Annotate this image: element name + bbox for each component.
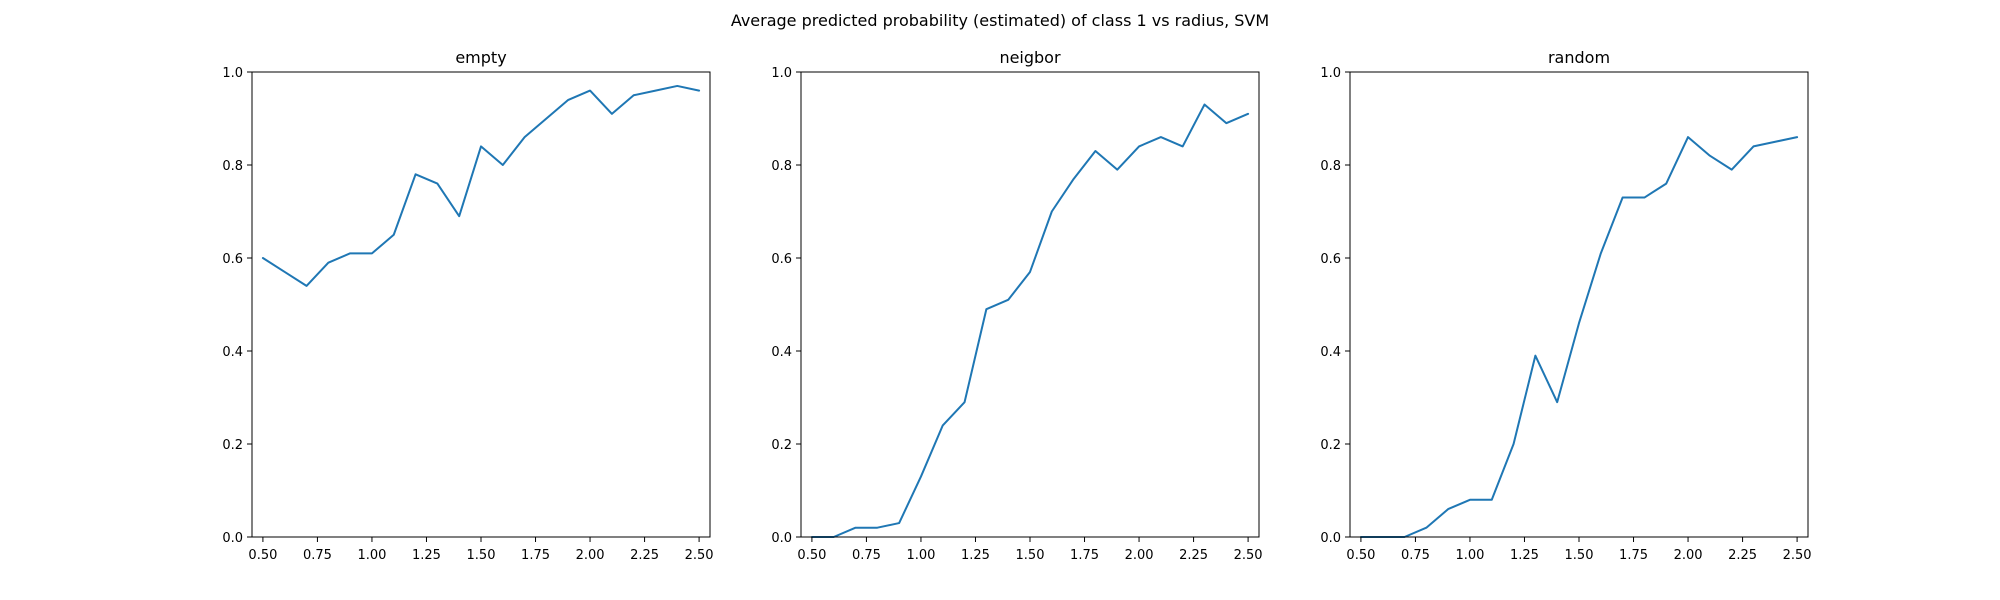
subplot-title: empty bbox=[455, 48, 506, 67]
series-line bbox=[1359, 136, 1799, 538]
y-tick-label: 0.4 bbox=[1320, 345, 1341, 360]
y-tick-label: 0.6 bbox=[1320, 252, 1341, 267]
x-tick-label: 2.50 bbox=[1234, 548, 1263, 563]
y-tick-label: 0.4 bbox=[222, 345, 243, 360]
x-tick-label: 1.50 bbox=[467, 548, 496, 563]
x-tick-label: 2.25 bbox=[1179, 548, 1208, 563]
y-tick-label: 1.0 bbox=[222, 66, 243, 81]
subplots-container: empty 0.50 0.75 1.00 1.25 1.50 1.75 2.00 2.25 2.5… bbox=[222, 48, 1811, 563]
x-tick-label: 2.50 bbox=[1783, 548, 1812, 563]
subplot-3: random 0.50 0.75 1.00 1.25 1.50 1.75 2.00 2.25 2.… bbox=[1320, 48, 1811, 563]
x-tick-label: 1.25 bbox=[1510, 548, 1539, 563]
y-tick-label: 0.0 bbox=[771, 531, 792, 546]
y-tick-label: 0.4 bbox=[771, 345, 792, 360]
subplot-2: neigbor 0.50 0.75 1.00 1.25 1.50 1.75 2.00 2.25 2… bbox=[771, 48, 1262, 563]
series-line bbox=[810, 103, 1250, 538]
x-tick-label: 1.50 bbox=[1565, 548, 1594, 563]
x-tick-label: 0.50 bbox=[797, 548, 826, 563]
x-tick-label: 2.00 bbox=[576, 548, 605, 563]
figure-title: Average predicted probability (estimated… bbox=[731, 11, 1269, 30]
x-tick-label: 1.25 bbox=[412, 548, 441, 563]
x-tick-label: 2.25 bbox=[630, 548, 659, 563]
x-tick-label: 0.75 bbox=[1401, 548, 1430, 563]
x-tick-label: 1.00 bbox=[1455, 548, 1484, 563]
x-tick-label: 2.50 bbox=[685, 548, 714, 563]
y-tick-label: 1.0 bbox=[1320, 66, 1341, 81]
subplot-1: empty 0.50 0.75 1.00 1.25 1.50 1.75 2.00 2.25 2.5… bbox=[222, 48, 713, 563]
x-tick-label: 1.00 bbox=[357, 548, 386, 563]
y-tick-label: 0.6 bbox=[222, 252, 243, 267]
x-tick-label: 0.50 bbox=[1346, 548, 1375, 563]
x-tick-label: 0.75 bbox=[852, 548, 881, 563]
x-tick-label: 2.00 bbox=[1125, 548, 1154, 563]
y-tick-label: 0.0 bbox=[1320, 531, 1341, 546]
x-tick-label: 1.75 bbox=[521, 548, 550, 563]
x-tick-label: 1.00 bbox=[906, 548, 935, 563]
y-tick-label: 0.6 bbox=[771, 252, 792, 267]
y-tick-label: 0.2 bbox=[222, 438, 243, 453]
y-tick-label: 0.8 bbox=[1320, 159, 1341, 174]
x-tick-label: 1.75 bbox=[1619, 548, 1648, 563]
y-tick-label: 0.8 bbox=[222, 159, 243, 174]
subplot-title: random bbox=[1548, 48, 1610, 67]
x-tick-label: 1.75 bbox=[1070, 548, 1099, 563]
y-tick-label: 0.2 bbox=[1320, 438, 1341, 453]
y-tick-label: 0.0 bbox=[222, 531, 243, 546]
x-tick-label: 1.50 bbox=[1016, 548, 1045, 563]
subplot-title: neigbor bbox=[999, 48, 1061, 67]
x-tick-label: 2.00 bbox=[1674, 548, 1703, 563]
y-tick-label: 0.2 bbox=[771, 438, 792, 453]
y-tick-label: 0.8 bbox=[771, 159, 792, 174]
x-tick-label: 0.75 bbox=[303, 548, 332, 563]
x-tick-label: 2.25 bbox=[1728, 548, 1757, 563]
x-tick-label: 1.25 bbox=[961, 548, 990, 563]
series-line bbox=[261, 84, 701, 287]
y-tick-label: 1.0 bbox=[771, 66, 792, 81]
x-tick-label: 0.50 bbox=[248, 548, 277, 563]
